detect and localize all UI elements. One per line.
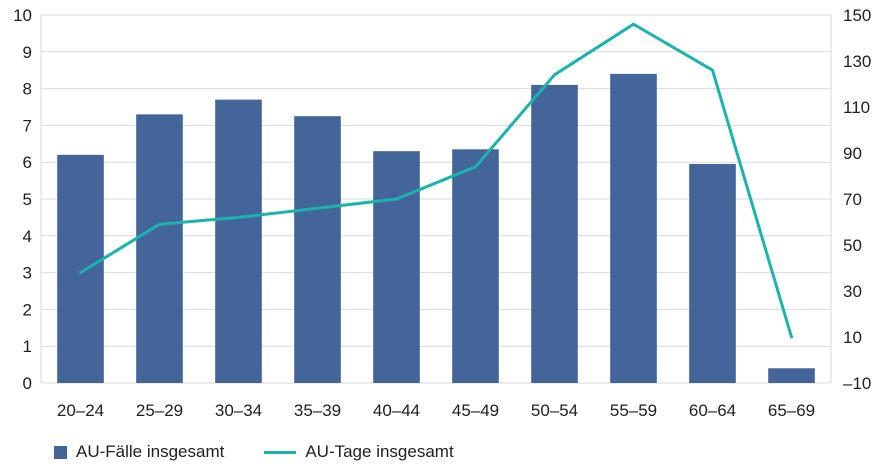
y-right-tick-label: 130: [843, 52, 871, 71]
bar: [531, 84, 578, 384]
bar-series: [57, 73, 815, 384]
y-left-tick-label: 3: [23, 264, 32, 283]
axes: 0 1 2 3 4 5 6 7 8 9 10 –10 10 30 50 70 90 110 130 150 20–24 2…: [13, 6, 871, 420]
y-left-tick-label: 5: [23, 190, 32, 209]
legend-label-line: AU-Tage insgesamt: [305, 442, 454, 461]
bar: [294, 116, 341, 383]
y-left-tick-label: 6: [23, 153, 32, 172]
y-left-tick-label: 2: [23, 300, 32, 319]
x-tick-label: 25–29: [136, 401, 183, 420]
bar: [136, 114, 183, 384]
bar: [610, 73, 657, 383]
y-right-tick-label: 50: [843, 236, 862, 255]
x-tick-label: 45–49: [452, 401, 499, 420]
y-right-tick-label: –10: [843, 374, 871, 393]
y-right-tick-label: 70: [843, 190, 862, 209]
y-left-tick-label: 9: [23, 43, 32, 62]
y-left-tick-label: 1: [23, 337, 32, 356]
y-right-tick-label: 10: [843, 328, 862, 347]
x-tick-label: 65–69: [768, 401, 815, 420]
y-left-tick-label: 0: [23, 374, 32, 393]
y-left-tick-label: 8: [23, 80, 32, 99]
y-right-tick-label: 90: [843, 144, 862, 163]
line-path: [79, 22, 793, 339]
legend-item-line: AU-Tage insgesamt: [264, 442, 454, 462]
legend-swatch-line: [264, 450, 297, 454]
bar: [452, 149, 499, 383]
x-tick-label: 40–44: [373, 401, 420, 420]
legend: AU-Fälle insgesamt AU-Tage insgesamt: [54, 442, 494, 462]
x-tick-label: 35–39: [294, 401, 341, 420]
x-tick-label: 30–34: [215, 401, 262, 420]
bar: [373, 151, 420, 383]
y-left-tick-label: 7: [23, 116, 32, 135]
y-left-tick-label: 10: [13, 6, 32, 25]
legend-item-bar: AU-Fälle insgesamt: [54, 442, 224, 462]
x-tick-label: 50–54: [531, 401, 578, 420]
legend-swatch-bar: [54, 445, 67, 459]
y-left-tick-label: 4: [23, 227, 32, 246]
line-series: [79, 22, 793, 339]
legend-label-bar: AU-Fälle insgesamt: [76, 442, 225, 461]
y-right-tick-label: 150: [843, 6, 871, 25]
x-tick-label: 60–64: [689, 401, 736, 420]
y-right-tick-label: 110: [843, 98, 870, 117]
bar: [215, 99, 262, 383]
bar: [768, 368, 815, 383]
x-tick-label: 55–59: [610, 401, 657, 420]
bar: [57, 154, 104, 383]
x-tick-label: 20–24: [57, 401, 104, 420]
bar: [689, 164, 736, 383]
y-right-tick-label: 30: [843, 282, 862, 301]
